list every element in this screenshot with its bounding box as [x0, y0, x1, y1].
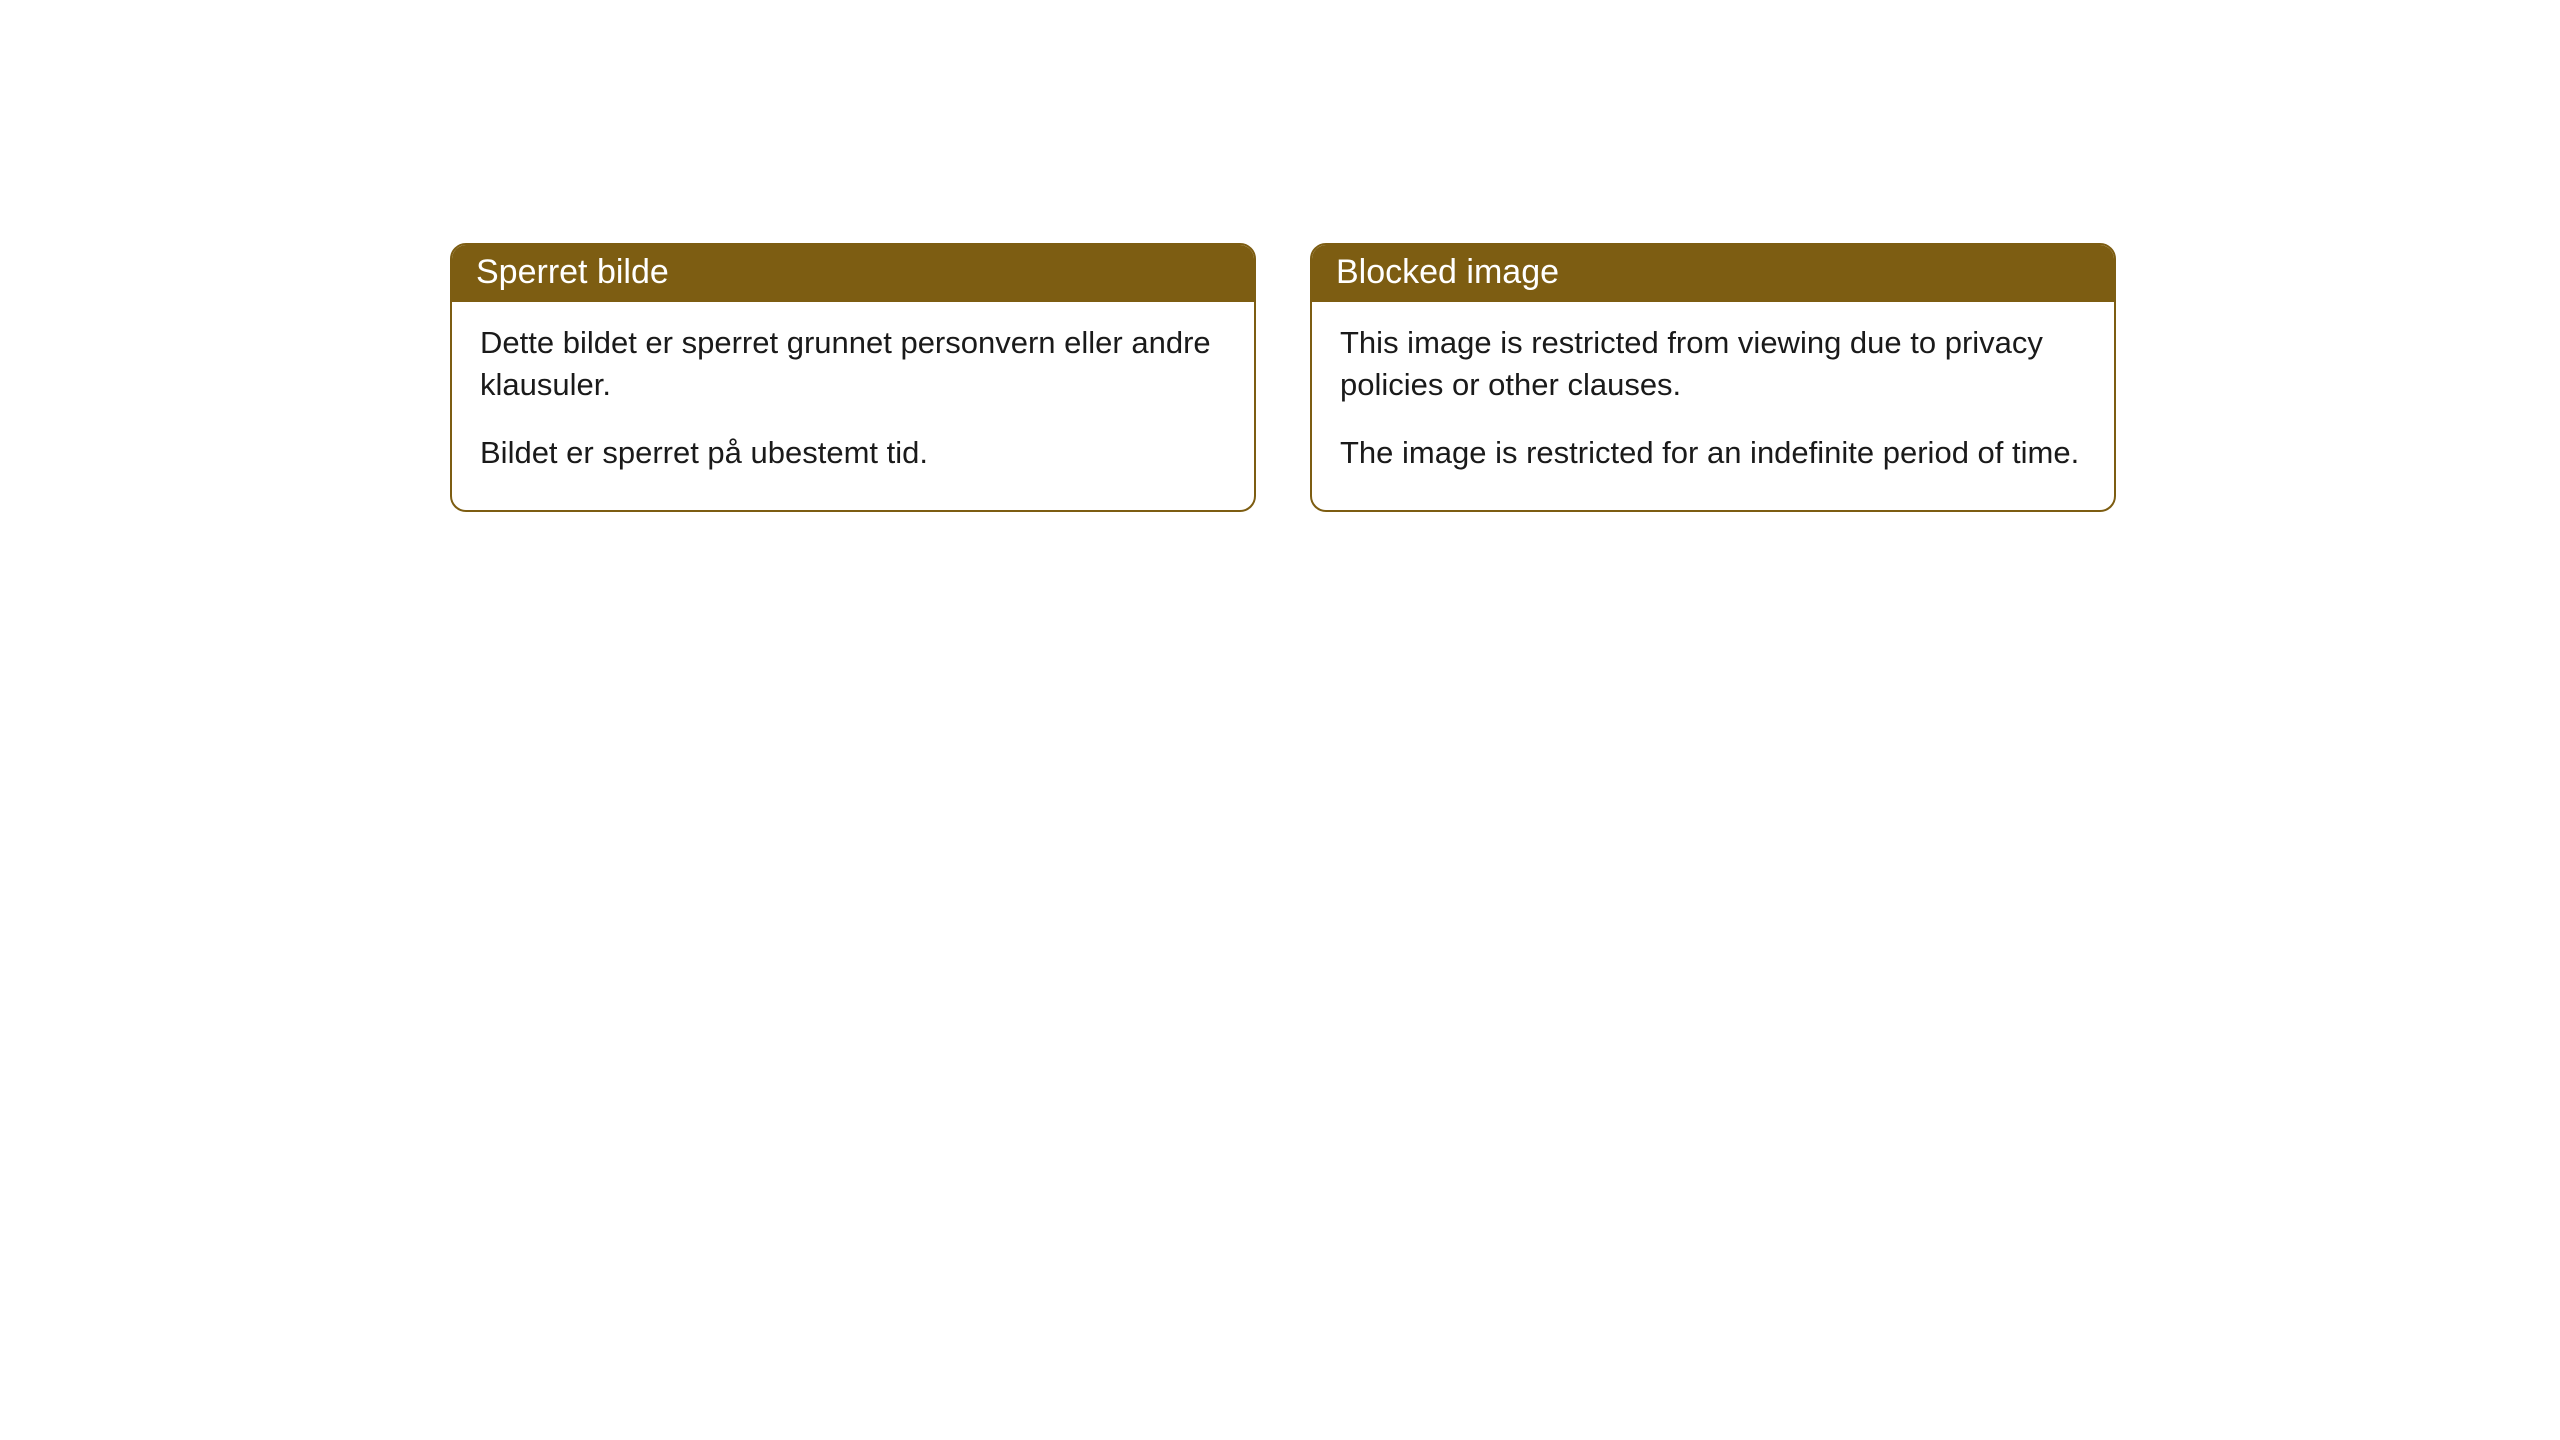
card-header: Blocked image [1312, 245, 2114, 302]
card-paragraph: Dette bildet er sperret grunnet personve… [480, 322, 1226, 406]
card-body: This image is restricted from viewing du… [1312, 302, 2114, 510]
card-paragraph: Bildet er sperret på ubestemt tid. [480, 432, 1226, 474]
card-paragraph: The image is restricted for an indefinit… [1340, 432, 2086, 474]
blocked-image-card-norwegian: Sperret bilde Dette bildet er sperret gr… [450, 243, 1256, 512]
notice-cards-container: Sperret bilde Dette bildet er sperret gr… [450, 243, 2116, 512]
card-header: Sperret bilde [452, 245, 1254, 302]
card-paragraph: This image is restricted from viewing du… [1340, 322, 2086, 406]
card-body: Dette bildet er sperret grunnet personve… [452, 302, 1254, 510]
blocked-image-card-english: Blocked image This image is restricted f… [1310, 243, 2116, 512]
